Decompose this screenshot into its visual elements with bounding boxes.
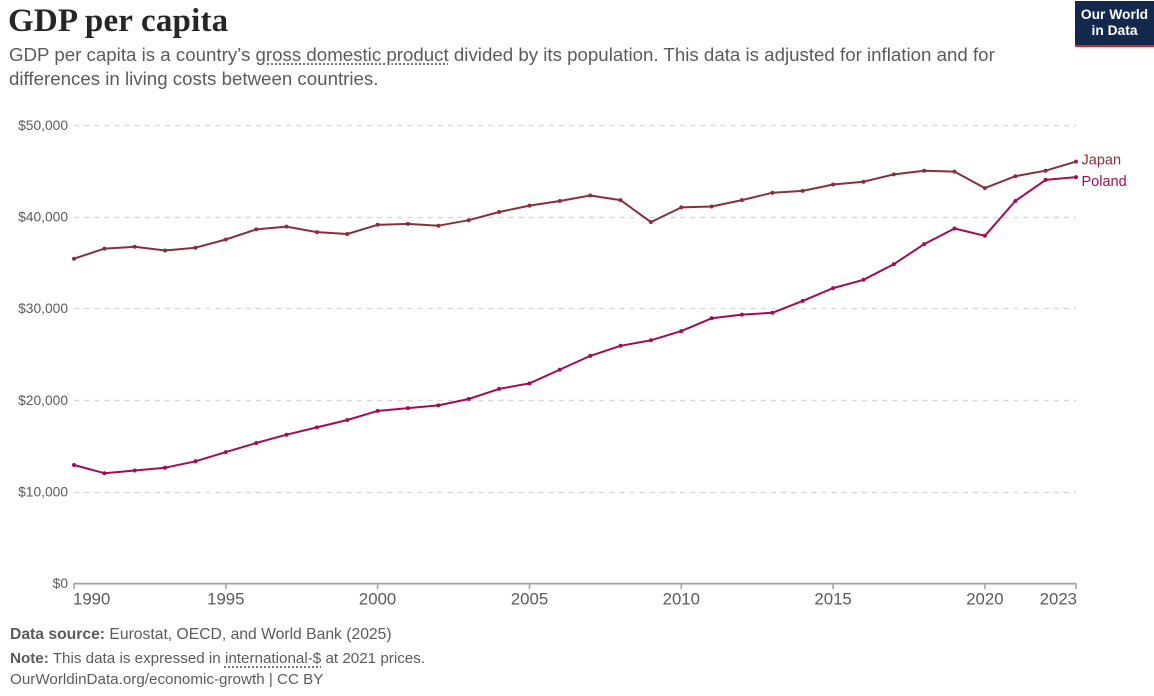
svg-text:Poland: Poland: [1082, 174, 1127, 190]
svg-text:2015: 2015: [814, 590, 851, 609]
svg-text:1995: 1995: [207, 590, 244, 609]
svg-text:2010: 2010: [663, 590, 700, 609]
svg-text:$30,000: $30,000: [18, 301, 68, 316]
svg-text:$40,000: $40,000: [18, 210, 68, 225]
svg-text:$0: $0: [53, 576, 69, 591]
svg-text:$20,000: $20,000: [18, 393, 68, 408]
svg-text:Japan: Japan: [1082, 153, 1122, 169]
svg-text:2005: 2005: [511, 590, 548, 609]
svg-text:2020: 2020: [966, 590, 1003, 609]
svg-text:2023: 2023: [1040, 590, 1077, 609]
svg-text:$10,000: $10,000: [18, 484, 68, 499]
svg-text:1990: 1990: [73, 590, 110, 609]
svg-text:$50,000: $50,000: [18, 118, 68, 133]
svg-text:2000: 2000: [359, 590, 396, 609]
